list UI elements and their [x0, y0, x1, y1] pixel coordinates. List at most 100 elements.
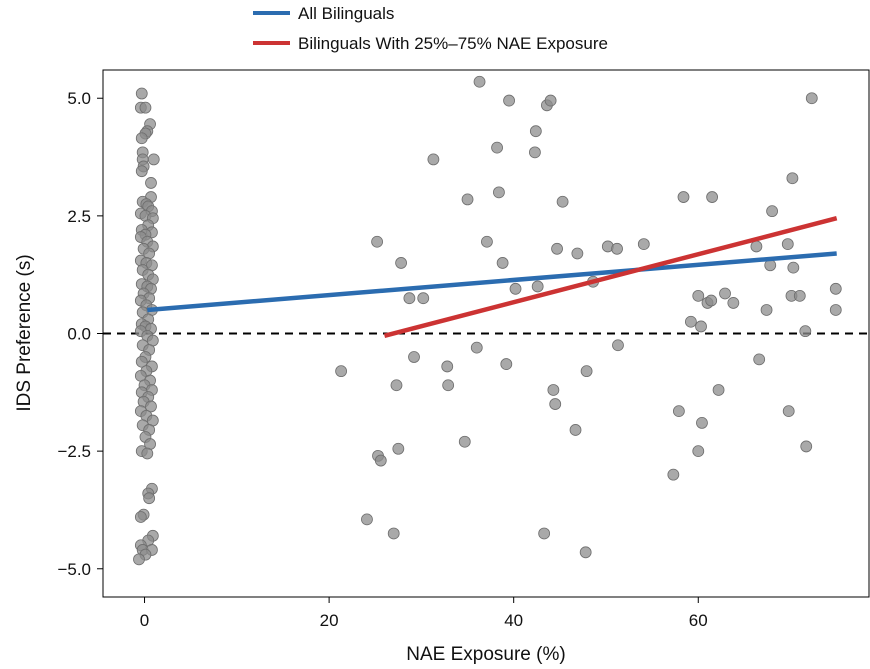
data-point — [799, 325, 812, 338]
data-point — [544, 94, 557, 107]
data-point — [556, 195, 569, 208]
data-point — [719, 287, 731, 300]
y-tick-label: −5.0 — [57, 560, 91, 579]
data-point — [569, 424, 582, 436]
legend-label-bilinguals-25-75: Bilinguals With 25%–75% NAE Exposure — [298, 34, 608, 53]
data-point — [829, 304, 842, 316]
data-point — [139, 101, 152, 114]
data-point — [134, 511, 147, 523]
data-point — [143, 492, 156, 505]
data-point — [551, 242, 563, 255]
regression-lines — [147, 216, 838, 339]
data-point — [390, 379, 403, 392]
data-point — [408, 351, 420, 363]
data-point — [672, 405, 685, 418]
data-point — [387, 527, 400, 540]
data-point — [692, 445, 705, 458]
x-axis-label: NAE Exposure (%) — [406, 644, 565, 665]
data-point — [538, 527, 551, 540]
data-point — [529, 125, 542, 138]
data-point — [782, 405, 795, 418]
data-point — [692, 289, 705, 302]
y-axis: −5.0 −2.5 0.0 2.5 5.0 — [57, 89, 103, 579]
data-point — [712, 384, 725, 396]
data-point — [781, 238, 794, 250]
legend: All Bilinguals Bilinguals With 25%–75% N… — [253, 4, 608, 53]
data-point — [579, 546, 592, 559]
data-point — [500, 358, 513, 370]
data-point — [727, 297, 740, 309]
y-tick-label: 2.5 — [67, 207, 91, 226]
data-point — [496, 257, 509, 269]
data-point — [473, 75, 486, 88]
data-point — [470, 341, 483, 354]
data-point — [403, 292, 416, 305]
data-point — [361, 513, 373, 526]
legend-label-all-bilinguals: All Bilinguals — [298, 4, 394, 23]
data-point — [503, 94, 515, 107]
x-tick-label: 0 — [140, 611, 149, 630]
data-point — [829, 282, 842, 295]
data-point — [417, 292, 430, 305]
data-point — [580, 365, 593, 378]
data-point — [135, 165, 148, 178]
data-point — [549, 398, 562, 410]
data-point — [374, 454, 387, 467]
y-tick-label: 0.0 — [67, 325, 91, 344]
fit-line-0 — [147, 251, 837, 313]
data-point — [793, 289, 806, 302]
x-axis: 0 20 40 60 — [140, 597, 708, 630]
data-point — [766, 205, 778, 218]
y-axis-label: IDS Preference (s) — [14, 254, 35, 411]
data-point — [442, 379, 455, 392]
data-point — [760, 304, 773, 316]
y-tick-label: −2.5 — [57, 442, 91, 461]
data-point — [705, 294, 718, 307]
data-point — [706, 191, 719, 203]
data-point — [529, 146, 541, 159]
data-point — [493, 186, 505, 199]
data-point — [547, 384, 560, 396]
data-point — [147, 153, 160, 166]
data-point — [441, 360, 454, 373]
data-point — [141, 447, 154, 460]
data-point — [135, 132, 148, 145]
data-point — [135, 87, 148, 100]
data-point — [371, 235, 383, 248]
x-tick-label: 60 — [689, 611, 708, 630]
data-point — [612, 339, 624, 352]
x-tick-label: 40 — [504, 611, 523, 630]
data-point — [427, 153, 440, 166]
data-point — [800, 440, 813, 453]
data-point — [805, 92, 818, 105]
data-point — [611, 242, 623, 255]
data-point — [753, 353, 766, 366]
data-point — [637, 238, 650, 250]
data-point — [787, 261, 800, 274]
data-point — [750, 240, 763, 253]
data-point — [491, 141, 503, 154]
data-point — [392, 442, 405, 455]
data-points — [133, 75, 842, 566]
data-point — [481, 235, 493, 248]
data-point — [145, 400, 157, 413]
data-point — [677, 191, 690, 203]
data-point — [531, 280, 544, 293]
y-tick-label: 5.0 — [67, 89, 91, 108]
data-point — [696, 417, 708, 429]
data-point — [335, 365, 348, 378]
data-point — [509, 282, 522, 295]
data-point — [135, 355, 148, 368]
x-tick-label: 20 — [320, 611, 339, 630]
data-point — [667, 468, 680, 481]
data-point — [695, 320, 707, 333]
data-point — [571, 247, 584, 260]
data-point — [458, 435, 471, 448]
data-point — [684, 315, 697, 328]
data-point — [145, 177, 157, 189]
fit-line-1 — [383, 216, 838, 339]
data-point — [461, 193, 474, 206]
data-point — [133, 553, 145, 566]
data-point — [786, 172, 799, 185]
